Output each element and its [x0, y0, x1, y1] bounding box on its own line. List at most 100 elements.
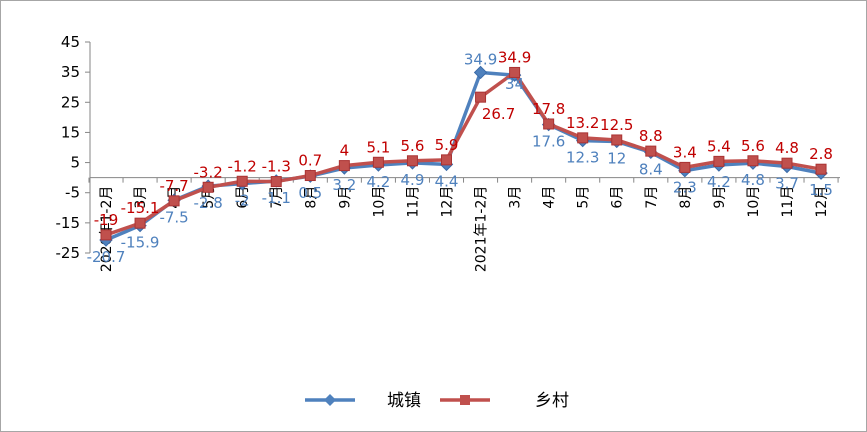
data-label-rural: 0.7 [298, 152, 322, 170]
x-tick-label: 10月 [371, 186, 387, 218]
x-tick-label: 9月 [712, 186, 728, 209]
data-label-urban: -2.8 [194, 194, 223, 212]
x-tick-label: 4月 [542, 186, 558, 209]
data-label-urban: 4.2 [366, 173, 390, 191]
point-rural [270, 176, 282, 188]
data-label-rural: -1.3 [262, 158, 291, 176]
data-label-urban: 34.9 [464, 50, 497, 68]
data-label-urban: 3.2 [332, 176, 356, 194]
data-label-rural: -1.2 [228, 157, 257, 175]
data-label-urban: 3.7 [775, 174, 799, 192]
point-rural [134, 217, 146, 229]
point-rural [611, 134, 623, 146]
data-label-urban: 8.4 [639, 160, 663, 178]
data-label-urban: 4.2 [707, 173, 731, 191]
point-rural [509, 66, 521, 78]
point-rural [543, 118, 555, 130]
data-label-rural: 5.6 [741, 137, 765, 155]
point-rural [236, 175, 248, 187]
legend-label-rural: 乡村 [535, 391, 569, 411]
y-tick-label: 15 [61, 123, 80, 141]
data-label-rural: -15.1 [121, 199, 160, 217]
point-rural [781, 157, 793, 169]
y-tick-label: 35 [61, 63, 80, 81]
x-tick-label: 5月 [576, 186, 592, 209]
y-tick-label: 25 [61, 93, 80, 111]
point-rural [441, 154, 452, 166]
data-label-urban: -20.7 [87, 248, 126, 266]
y-tick-label: 5 [70, 154, 80, 172]
series-line-rural [105, 70, 822, 237]
point-urban [473, 65, 488, 80]
x-tick-label: 8月 [678, 186, 694, 209]
x-tick-label: 6月 [610, 186, 626, 209]
data-label-rural: 5.6 [401, 137, 425, 155]
legend-marker-urban [324, 394, 336, 406]
point-rural [202, 181, 214, 193]
point-rural [713, 155, 725, 167]
point-rural [577, 132, 589, 144]
x-tick-label: 11月 [405, 186, 421, 218]
x-tick-label: 3月 [508, 186, 524, 209]
x-tick-label: 9月 [337, 186, 353, 209]
x-tick-label: 2020年1-2月 [99, 186, 115, 273]
x-tick-label: 2021年1-2月 [474, 186, 490, 273]
point-rural [679, 161, 691, 173]
y-tick-label: -15 [56, 214, 81, 232]
legend-label-urban: 城镇 [387, 391, 421, 411]
data-label-urban: -15.9 [121, 234, 160, 252]
point-rural [406, 155, 418, 167]
data-label-rural: 5.4 [707, 137, 731, 155]
data-label-urban: -7.5 [159, 208, 188, 226]
x-tick-label: 12月 [440, 186, 456, 218]
data-label-rural: 5.1 [366, 138, 390, 156]
data-label-urban: -1.1 [262, 189, 291, 207]
data-label-urban: 2.3 [673, 179, 697, 197]
data-label-rural: -7.7 [159, 177, 188, 195]
data-label-rural: 26.7 [482, 105, 515, 123]
data-label-rural: 3.4 [673, 143, 697, 161]
y-tick-label: 45 [61, 33, 80, 51]
data-label-urban: 1.5 [809, 181, 833, 199]
x-tick-label: 10月 [746, 186, 762, 218]
data-label-rural: 2.8 [809, 145, 833, 163]
data-label-rural: -3.2 [194, 163, 223, 181]
x-tick-label: 7月 [269, 186, 285, 209]
data-label-rural: 17.8 [532, 100, 565, 118]
point-rural [475, 91, 487, 103]
data-label-urban: -2 [235, 192, 250, 210]
data-label-rural: 12.5 [600, 116, 633, 134]
series-layer [99, 65, 828, 247]
data-label-urban: 4.8 [741, 171, 765, 189]
point-rural [747, 155, 759, 167]
data-label-rural: 34.9 [498, 48, 531, 66]
x-tick-label: 8月 [303, 186, 319, 209]
x-tick-label: 11月 [780, 186, 796, 218]
y-tick-label: -5 [65, 184, 80, 202]
data-label-rural: -19 [94, 211, 119, 229]
data-label-urban: 4.9 [401, 171, 425, 189]
data-label-urban: 12 [607, 149, 626, 167]
data-label-rural: 4.8 [775, 139, 799, 157]
x-tick-label: 6月 [235, 186, 251, 209]
y-tick-label: -25 [56, 244, 81, 262]
data-label-rural: 4 [340, 142, 350, 160]
point-rural [645, 145, 657, 157]
point-rural [100, 229, 112, 241]
point-rural [815, 163, 827, 175]
data-label-urban: 17.6 [532, 133, 565, 151]
data-label-urban: 12.3 [566, 149, 599, 167]
data-label-rural: 5.9 [435, 136, 459, 154]
data-label-rural: 13.2 [566, 114, 599, 132]
point-rural [372, 156, 384, 168]
point-rural [168, 195, 180, 207]
point-rural [304, 170, 316, 182]
x-tick-label: 3月 [133, 186, 149, 209]
point-rural [338, 160, 350, 172]
data-label-urban: 4.4 [435, 172, 459, 190]
data-label-rural: 8.8 [639, 127, 663, 145]
x-tick-label: 7月 [644, 186, 660, 209]
data-labels: -20.7-15.9 -7.5 -2.8 -2 -1.1 0.5 3.2 4.2 4.9 4.4 3… [87, 48, 833, 266]
